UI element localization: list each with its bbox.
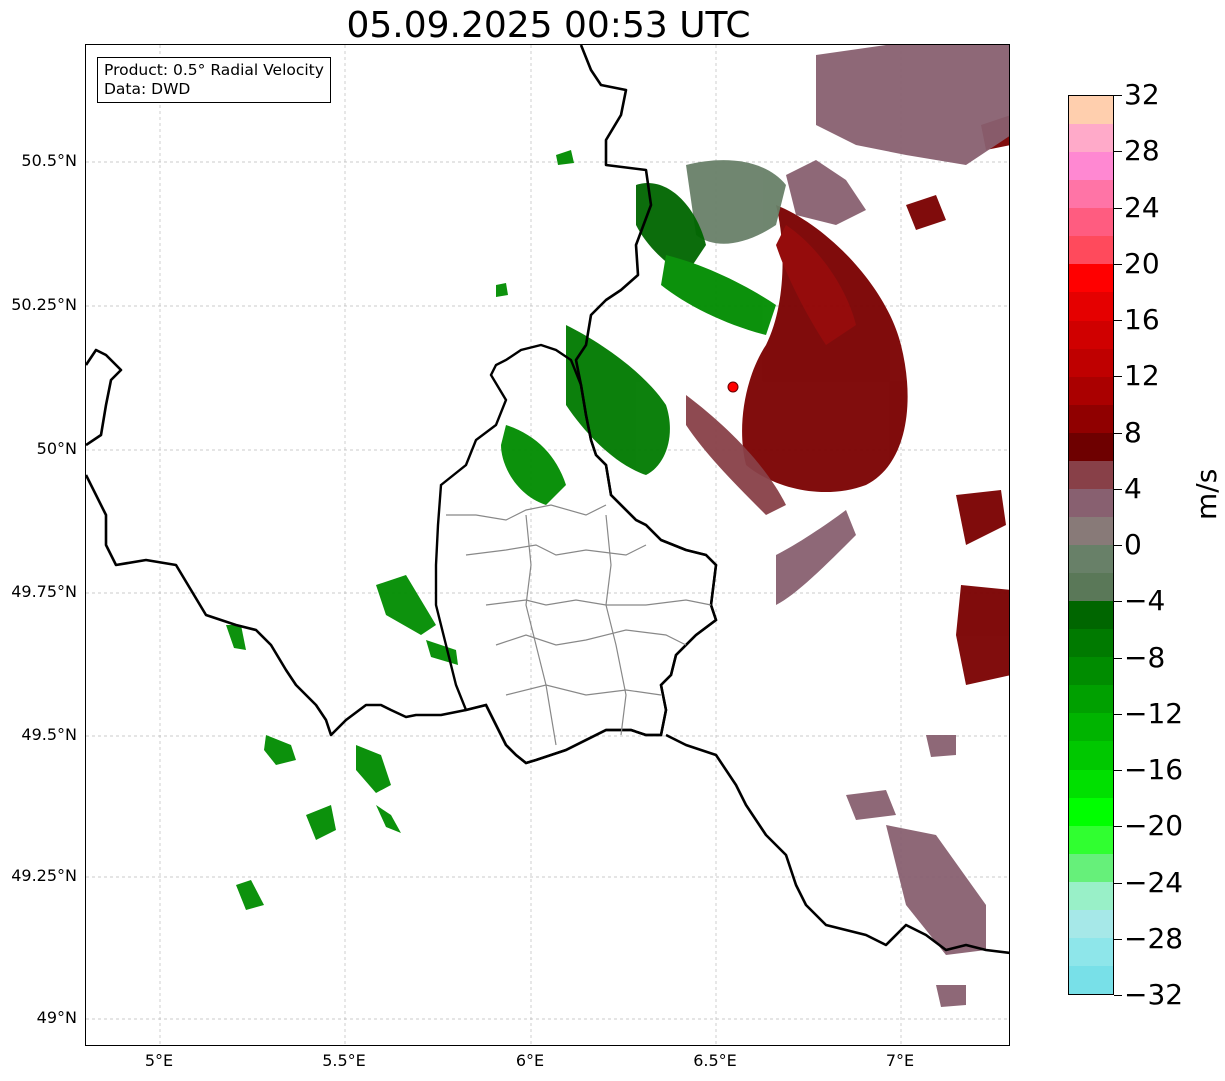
colorbar-segment xyxy=(1069,601,1113,630)
info-box: Product: 0.5° Radial Velocity Data: DWD xyxy=(97,57,331,103)
lon-tick: 5.5°E xyxy=(322,1051,366,1070)
colorbar-unit: m/s xyxy=(1190,468,1223,520)
colorbar-tick-label: 24 xyxy=(1124,190,1160,224)
colorbar-tick-mark xyxy=(1114,376,1122,378)
colorbar-segment xyxy=(1069,769,1113,798)
colorbar-segment xyxy=(1069,320,1113,349)
colorbar-segment xyxy=(1069,460,1113,489)
colorbar-segment xyxy=(1069,853,1113,882)
colorbar-segment xyxy=(1069,516,1113,545)
lat-tick: 49°N xyxy=(36,1008,77,1027)
lat-tick: 49.75°N xyxy=(11,582,77,601)
colorbar-segment xyxy=(1069,152,1113,181)
colorbar-tick-label: 0 xyxy=(1124,528,1142,561)
colorbar-tick-label: 20 xyxy=(1124,246,1160,280)
colorbar-tick-mark xyxy=(1114,601,1122,603)
lat-tick: 49.5°N xyxy=(21,725,77,744)
gridlines xyxy=(86,45,1009,1045)
colorbar-tick-mark xyxy=(1114,938,1122,940)
colorbar-tick-mark xyxy=(1114,320,1122,321)
lon-tick: 7°E xyxy=(885,1051,915,1070)
colorbar-segment xyxy=(1069,236,1113,265)
colorbar-tick-label: −16 xyxy=(1124,753,1184,786)
colorbar-tick-label: −28 xyxy=(1124,921,1184,955)
colorbar-segment xyxy=(1069,545,1113,574)
velocity-colorbar xyxy=(1068,95,1114,995)
colorbar-segment xyxy=(1069,180,1113,209)
colorbar-tick-label: 12 xyxy=(1124,359,1160,393)
colorbar-tick-label: 16 xyxy=(1124,303,1160,336)
colorbar-segment xyxy=(1069,376,1113,405)
colorbar-tick-label: −12 xyxy=(1124,696,1184,730)
colorbar-tick-label: 32 xyxy=(1124,78,1160,111)
radar-site-marker xyxy=(727,381,739,393)
luxembourg xyxy=(434,343,718,765)
colorbar-tick-label: −4 xyxy=(1124,584,1166,618)
colorbar-tick-mark xyxy=(1114,95,1122,96)
colorbar-segment xyxy=(1069,292,1113,321)
colorbar-segment xyxy=(1069,741,1113,770)
colorbar-segment xyxy=(1069,208,1113,237)
colorbar-tick-mark xyxy=(1114,263,1122,265)
colorbar-segment xyxy=(1069,657,1113,686)
map-panel[interactable] xyxy=(85,44,1010,1046)
colorbar-segment xyxy=(1069,432,1113,461)
colorbar-tick-label: −8 xyxy=(1124,640,1166,674)
colorbar-tick-label: 28 xyxy=(1124,134,1160,168)
colorbar-tick-mark xyxy=(1114,545,1122,546)
colorbar-tick-mark xyxy=(1114,657,1122,659)
source-label: Data: DWD xyxy=(104,80,191,98)
colorbar-segment xyxy=(1069,797,1113,826)
colorbar-tick-mark xyxy=(1114,207,1122,209)
colorbar-segment xyxy=(1069,573,1113,602)
colorbar-segment xyxy=(1069,685,1113,714)
lat-tick: 50°N xyxy=(36,439,77,458)
colorbar-segment xyxy=(1069,881,1113,910)
echo-near-zero xyxy=(686,45,1009,1007)
product-label: Product: 0.5° Radial Velocity xyxy=(104,61,324,79)
colorbar-tick-mark xyxy=(1114,488,1122,490)
colorbar-tick-mark xyxy=(1114,432,1122,434)
colorbar-tick-label: 4 xyxy=(1124,471,1142,505)
colorbar-tick-label: 8 xyxy=(1124,415,1142,449)
colorbar-segment xyxy=(1069,404,1113,433)
colorbar-segment xyxy=(1069,909,1113,938)
lon-tick: 5°E xyxy=(144,1051,174,1070)
colorbar-tick-label: −24 xyxy=(1124,865,1184,899)
colorbar-segment xyxy=(1069,937,1113,966)
colorbar-segment xyxy=(1069,713,1113,742)
colorbar-segment xyxy=(1069,488,1113,517)
colorbar-segment xyxy=(1069,629,1113,658)
colorbar-tick-mark xyxy=(1114,770,1122,771)
colorbar-tick-mark xyxy=(1114,995,1122,996)
colorbar-segment xyxy=(1069,825,1113,854)
colorbar-segment xyxy=(1069,96,1113,125)
colorbar-segment xyxy=(1069,124,1113,153)
lat-tick: 50.25°N xyxy=(11,295,77,314)
lon-tick: 6°E xyxy=(515,1051,545,1070)
echo-approaching xyxy=(226,150,776,910)
lat-tick: 49.25°N xyxy=(11,866,77,885)
lon-tick: 6.5°E xyxy=(693,1051,737,1070)
colorbar-segment xyxy=(1069,348,1113,377)
colorbar-tick-mark xyxy=(1114,151,1122,153)
lat-tick: 50.5°N xyxy=(21,151,77,170)
colorbar-tick-mark xyxy=(1114,826,1122,828)
radar-map xyxy=(86,45,1009,1045)
colorbar-segment xyxy=(1069,264,1113,293)
colorbar-tick-label: −32 xyxy=(1124,978,1184,1011)
echo-receding xyxy=(742,115,1009,685)
map-title: 05.09.2025 00:53 UTC xyxy=(346,5,751,46)
colorbar-segment xyxy=(1069,965,1113,994)
colorbar-tick-label: −20 xyxy=(1124,809,1184,843)
colorbar-tick-mark xyxy=(1114,713,1122,715)
colorbar-tick-mark xyxy=(1114,882,1122,884)
